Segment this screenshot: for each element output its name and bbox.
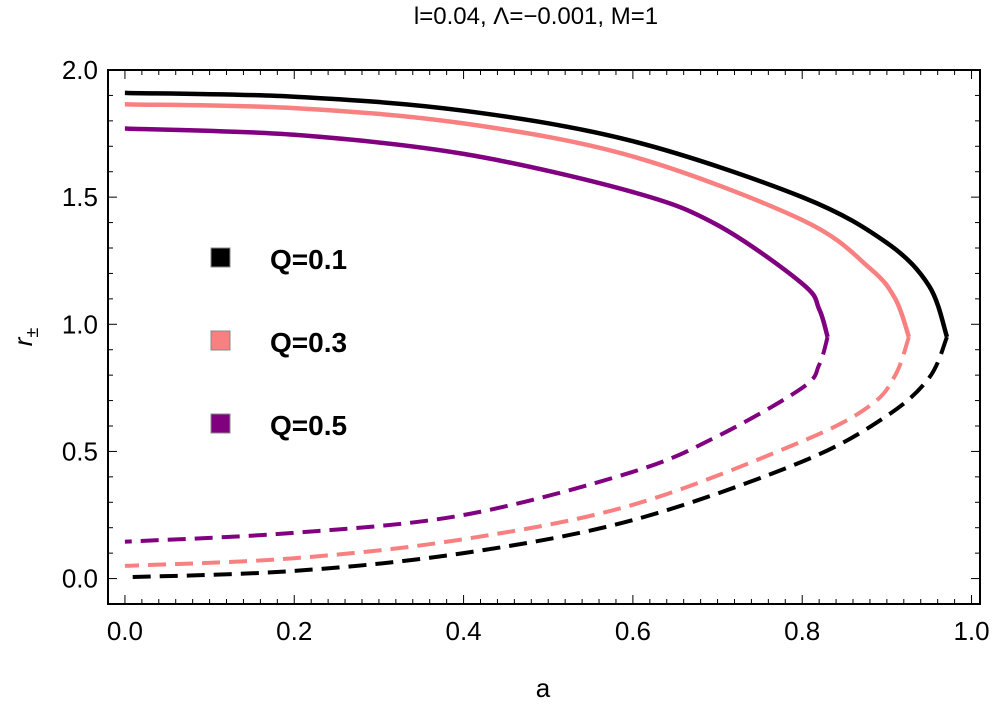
x-tick-label: 0.6 (615, 616, 651, 646)
legend: Q=0.1 Q=0.3 Q=0.5 (210, 244, 347, 441)
series-q-0-1-inner-dashed (124, 336, 949, 580)
series-q-0-5-outer-solid (124, 126, 830, 338)
legend-swatch (210, 247, 231, 268)
x-tick-label: 1.0 (953, 616, 989, 646)
x-tick-label: 0.2 (276, 616, 312, 646)
legend-swatch (210, 330, 231, 351)
x-tick-label: 0.8 (784, 616, 820, 646)
y-axis-label-subscript: ± (22, 328, 42, 338)
x-tick-label: 0.4 (445, 616, 481, 646)
chart-title: l=0.04, Λ=−0.001, M=1 (414, 3, 658, 30)
legend-label: Q=0.3 (270, 327, 347, 358)
series-q-0-3-outer-solid (124, 102, 912, 338)
legend-label: Q=0.5 (270, 410, 347, 441)
legend-swatch (210, 413, 231, 434)
y-axis-label-main: r (8, 336, 38, 346)
plot-frame (107, 69, 981, 605)
series-q-0-1-outer-solid (124, 90, 950, 338)
x-axis-ticks: 0.0 0.2 0.4 0.6 0.8 1.0 (107, 70, 990, 646)
series-q-0-5-inner-dashed (124, 336, 830, 544)
y-tick-label: 1.5 (62, 182, 98, 212)
series-lines (124, 90, 950, 580)
y-tick-label: 0.0 (62, 564, 98, 594)
y-axis-label-group: r± (8, 328, 42, 347)
y-axis-ticks: 0.0 0.5 1.0 1.5 2.0 (62, 55, 980, 594)
y-tick-label: 0.5 (62, 436, 98, 466)
series-q-0-3-inner-dashed (124, 336, 911, 568)
x-tick-label: 0.0 (107, 616, 143, 646)
x-axis-label: a (536, 673, 551, 703)
y-tick-label: 1.0 (62, 309, 98, 339)
y-tick-label: 2.0 (62, 55, 98, 85)
y-axis-label: r± (8, 328, 42, 347)
legend-label: Q=0.1 (270, 244, 347, 275)
